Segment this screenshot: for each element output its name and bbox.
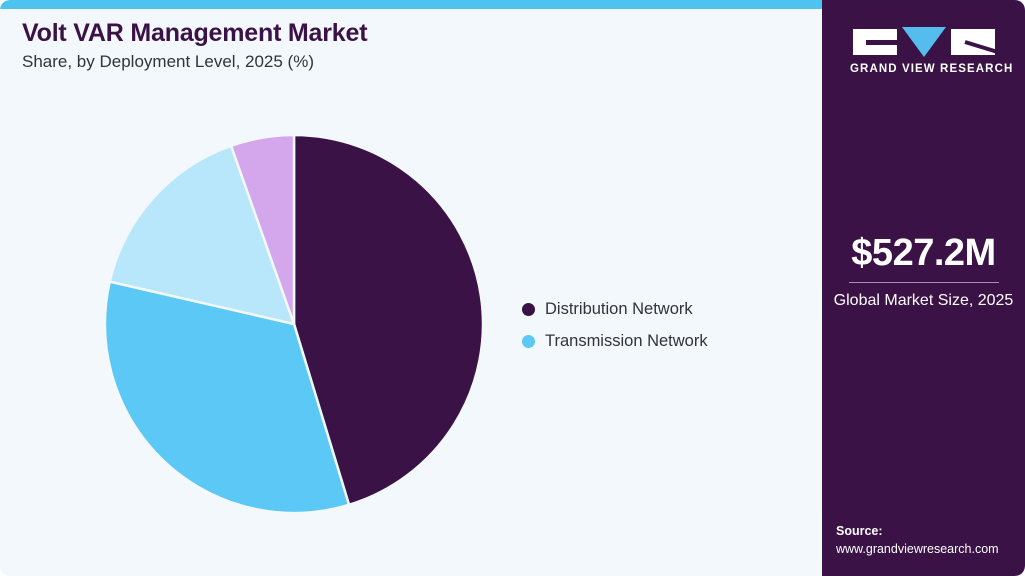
logo-marks [850,27,998,57]
legend-item-transmission-network[interactable]: Transmission Network [522,330,708,352]
pie-slice-3[interactable] [229,135,296,325]
pie-slice-2[interactable] [108,144,296,326]
legend: Distribution Network Transmission Networ… [522,298,708,352]
page-title: Volt VAR Management Market [22,19,368,47]
pie-slices [105,135,483,513]
logo-letter-v-triangle-icon [902,27,946,57]
stat-divider [848,281,999,283]
pie-chart-svg [105,135,483,513]
logo-letter-g-icon [853,29,897,55]
market-size-value: $527.2M [851,232,996,274]
source-block: Source: www.grandviewresearch.com [836,522,1025,558]
grand-view-research-logo: GRAND VIEW RESEARCH [850,27,1014,75]
pie-slice-1[interactable] [105,280,351,513]
logo-letter-r-icon [951,29,995,55]
brand-sidebar: GRAND VIEW RESEARCH $527.2M Global Marke… [822,0,1025,576]
legend-color-swatch-icon [522,302,535,316]
pie-chart [105,135,483,513]
top-accent-bar [0,0,1025,9]
market-size-stat: $527.2M Global Market Size, 2025 [822,232,1025,311]
legend-color-swatch-icon [522,334,535,348]
market-size-caption: Global Market Size, 2025 [833,291,1014,309]
legend-item-distribution-network[interactable]: Distribution Network [522,298,708,320]
legend-item-label: Distribution Network [545,299,693,318]
logo-wordmark: GRAND VIEW RESEARCH [850,63,1014,75]
legend-item-label: Transmission Network [545,331,708,350]
page-subtitle: Share, by Deployment Level, 2025 (%) [22,52,314,71]
source-url[interactable]: www.grandviewresearch.com [836,542,999,557]
source-label: Source: [836,524,883,538]
pie-slice-0[interactable] [292,135,483,507]
